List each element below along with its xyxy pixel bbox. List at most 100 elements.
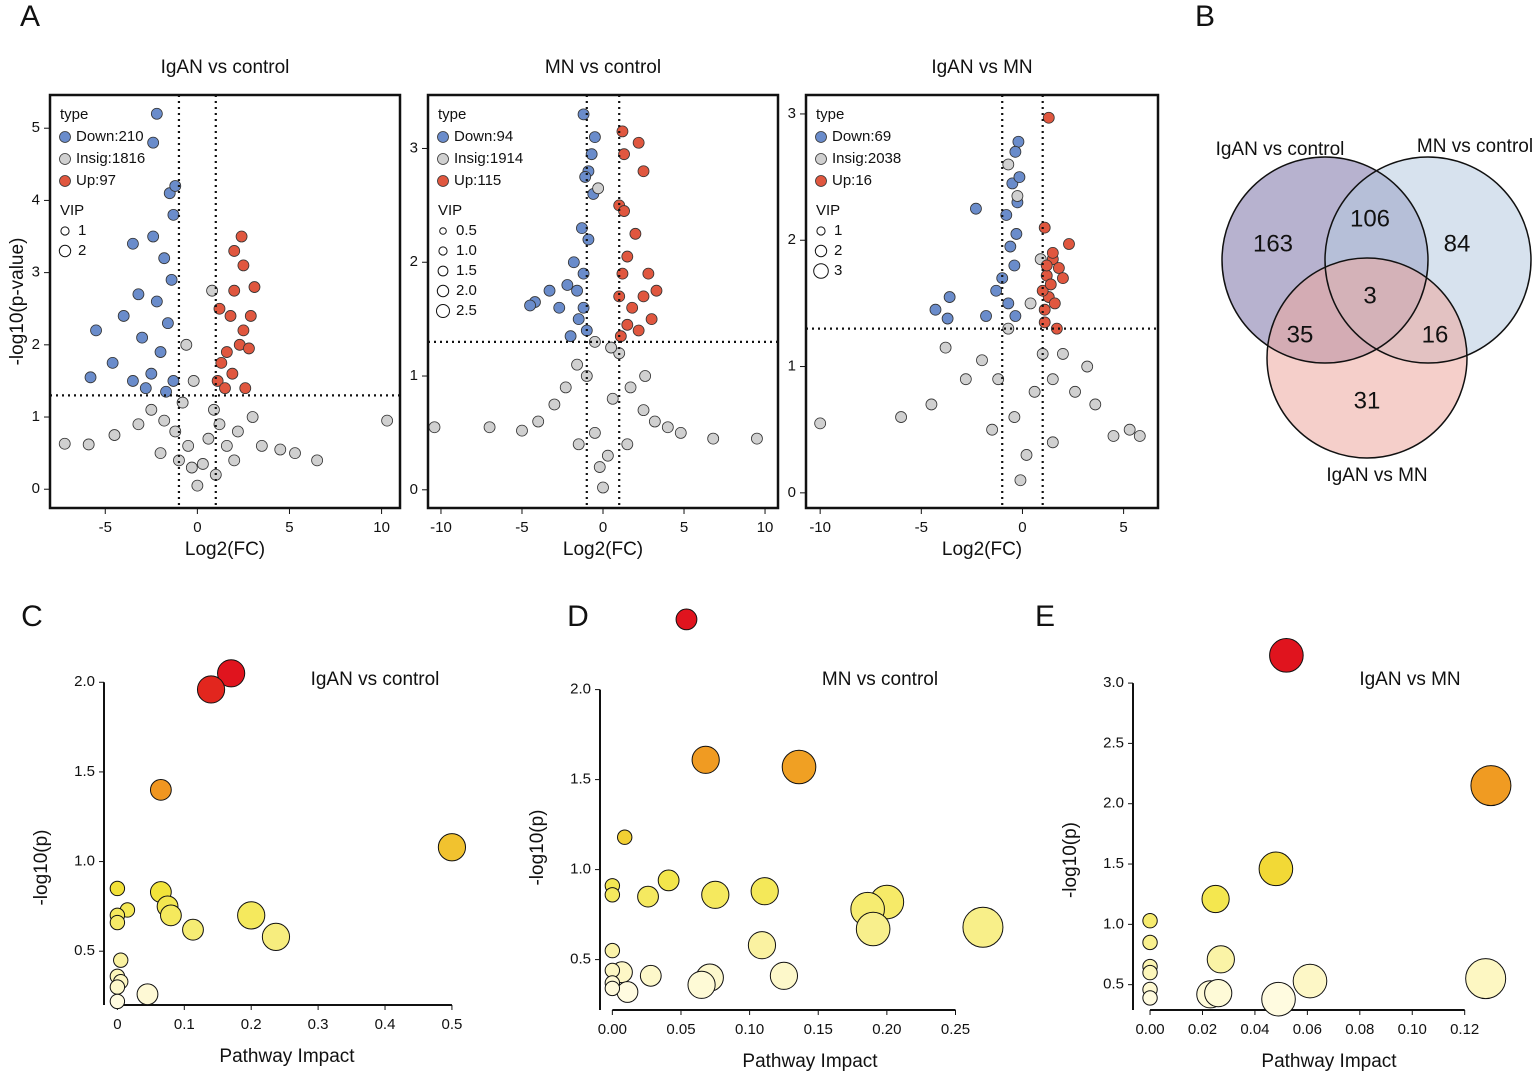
x-tick-label: -5 bbox=[515, 519, 528, 536]
bubble bbox=[604, 980, 621, 997]
panel-label: C bbox=[21, 600, 43, 633]
point bbox=[243, 342, 255, 355]
legend-swatch bbox=[437, 131, 449, 143]
y-tick-label: 2.0 bbox=[570, 681, 591, 698]
venn-set-label: MN vs control bbox=[1417, 136, 1533, 157]
venn-set bbox=[1267, 258, 1467, 458]
point bbox=[1014, 474, 1027, 487]
x-tick-label: 5 bbox=[680, 519, 688, 536]
panel-label: D bbox=[567, 600, 589, 633]
point bbox=[90, 324, 102, 337]
point bbox=[1000, 209, 1013, 221]
point bbox=[289, 447, 301, 460]
point bbox=[970, 202, 982, 215]
venn-outline bbox=[1324, 156, 1532, 364]
venn-count: 3 bbox=[1363, 282, 1376, 309]
point bbox=[235, 230, 248, 243]
point bbox=[605, 341, 618, 354]
point bbox=[616, 125, 629, 138]
y-axis-label: -log10(p) bbox=[1060, 822, 1081, 898]
x-tick-label: 0 bbox=[193, 519, 201, 536]
legend-title: VIP bbox=[816, 202, 840, 219]
point bbox=[202, 432, 215, 445]
point bbox=[996, 272, 1009, 285]
y-tick-label: 1.0 bbox=[570, 861, 591, 878]
x-tick-label: 5 bbox=[285, 519, 293, 536]
point bbox=[176, 396, 189, 409]
point bbox=[588, 131, 601, 143]
bubble bbox=[750, 877, 779, 906]
point bbox=[167, 375, 180, 387]
y-tick-label: 1.5 bbox=[1103, 855, 1124, 872]
chart-title: IgAN vs MN bbox=[1359, 669, 1460, 690]
legend-size bbox=[436, 304, 450, 318]
bubble bbox=[237, 901, 266, 930]
legend-title: VIP bbox=[60, 202, 84, 219]
x-tick-label: 10 bbox=[757, 519, 774, 536]
point bbox=[629, 227, 642, 240]
x-tick-label: 0.20 bbox=[872, 1021, 901, 1038]
y-tick-label: 2 bbox=[410, 253, 418, 270]
point bbox=[632, 324, 645, 337]
point bbox=[132, 418, 145, 431]
point bbox=[82, 438, 95, 451]
y-tick-label: 2 bbox=[788, 231, 796, 248]
x-tick-label: 5 bbox=[1119, 519, 1127, 536]
legend-label: Insig:1914 bbox=[454, 150, 523, 167]
point bbox=[941, 312, 954, 325]
legend-size bbox=[58, 244, 72, 258]
legend-size bbox=[436, 284, 450, 298]
point bbox=[1010, 228, 1023, 240]
bubble bbox=[781, 749, 817, 785]
point bbox=[1063, 238, 1075, 250]
point bbox=[1024, 297, 1037, 310]
bubble bbox=[604, 887, 621, 903]
point bbox=[239, 382, 252, 395]
point bbox=[1038, 316, 1051, 329]
point bbox=[1081, 360, 1094, 373]
point bbox=[185, 461, 198, 474]
legend-swatch bbox=[437, 175, 449, 187]
venn-count: 16 bbox=[1422, 321, 1449, 348]
y-tick-label: 2 bbox=[32, 336, 40, 353]
x-tick-label: 0.02 bbox=[1188, 1021, 1217, 1038]
y-tick-label: 2.0 bbox=[1103, 795, 1124, 812]
legend-size bbox=[814, 244, 828, 258]
point bbox=[601, 449, 614, 462]
legend-swatch bbox=[59, 131, 71, 143]
y-tick-label: 1.5 bbox=[570, 771, 591, 788]
x-tick-label: -10 bbox=[809, 519, 831, 536]
point bbox=[226, 367, 239, 380]
x-axis-label: Pathway Impact bbox=[742, 1051, 878, 1072]
point bbox=[246, 411, 259, 423]
point bbox=[588, 335, 601, 348]
point bbox=[1002, 158, 1015, 171]
point bbox=[483, 421, 496, 434]
bubble bbox=[109, 914, 126, 931]
x-tick-label: 0.08 bbox=[1345, 1021, 1374, 1038]
x-axis-label: Log2(FC) bbox=[185, 539, 265, 560]
point bbox=[220, 346, 233, 358]
y-axis-label: -log10(p) bbox=[31, 829, 52, 905]
point bbox=[751, 432, 763, 445]
point bbox=[1069, 385, 1081, 398]
panel-label: A bbox=[20, 0, 40, 33]
x-tick-label: 0.4 bbox=[375, 1016, 396, 1033]
legend-swatch bbox=[59, 153, 71, 165]
bubble bbox=[196, 675, 226, 704]
legend-label: Down:210 bbox=[76, 128, 144, 145]
legend-label: 1 bbox=[834, 222, 842, 239]
legend-title: type bbox=[60, 106, 88, 123]
point bbox=[532, 415, 545, 428]
point bbox=[632, 136, 645, 149]
x-tick-label: -10 bbox=[430, 519, 452, 536]
point bbox=[543, 284, 556, 297]
bubble bbox=[639, 964, 662, 987]
legend-swatch bbox=[815, 175, 827, 187]
point bbox=[1028, 385, 1041, 398]
bubble bbox=[1204, 979, 1233, 1008]
point bbox=[1042, 111, 1055, 124]
legend-label: Insig:2038 bbox=[832, 150, 901, 167]
bubble bbox=[149, 778, 172, 801]
